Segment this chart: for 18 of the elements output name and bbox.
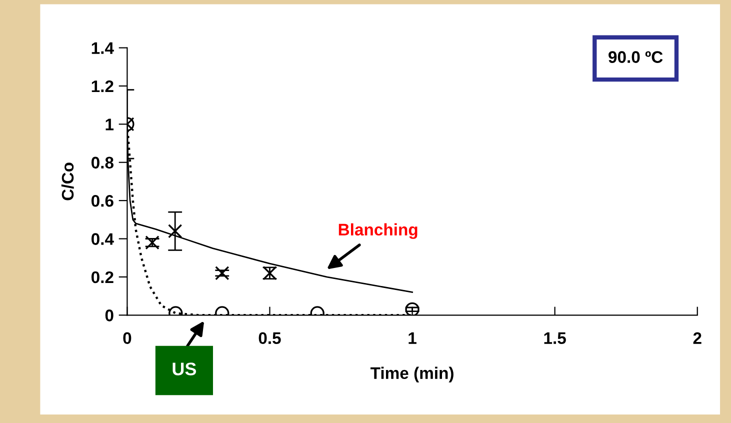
y-tick-label: 1.4 [92, 42, 114, 54]
x-tick-label: 0.5 [258, 332, 281, 344]
x-tick-label: 0 [123, 332, 132, 344]
y-tick-label: 0.8 [91, 156, 114, 169]
annotation: US [172, 362, 196, 376]
x-tick-label: 2 [693, 332, 702, 344]
y-tick-label: 0.4 [91, 233, 114, 245]
annotation: 90.0 ºC [608, 51, 663, 63]
y-axis-title: C/Co [61, 162, 74, 200]
x-tick-label: 1 [408, 332, 416, 344]
y-tick-label: 1.2 [92, 80, 114, 92]
x-axis-title: Time (min) [370, 366, 454, 382]
y-tick-label: 0 [105, 310, 114, 322]
y-tick-label: 0.6 [91, 194, 114, 207]
x-tick-label: 1.5 [544, 332, 566, 344]
y-tick-label: 1 [106, 118, 114, 130]
annotation: Blanching [338, 223, 418, 239]
y-tick-label: 0.2 [91, 271, 114, 284]
